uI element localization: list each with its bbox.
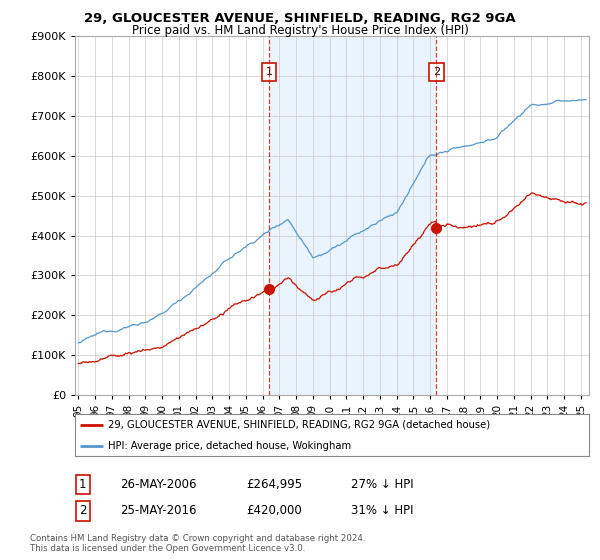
Text: £264,995: £264,995 bbox=[246, 478, 302, 491]
Bar bbox=[269, 36, 436, 395]
Text: 29, GLOUCESTER AVENUE, SHINFIELD, READING, RG2 9GA (detached house): 29, GLOUCESTER AVENUE, SHINFIELD, READIN… bbox=[109, 420, 491, 430]
Text: Contains HM Land Registry data © Crown copyright and database right 2024.
This d: Contains HM Land Registry data © Crown c… bbox=[30, 534, 365, 553]
Text: 25-MAY-2016: 25-MAY-2016 bbox=[120, 504, 197, 517]
Text: 26-MAY-2006: 26-MAY-2006 bbox=[120, 478, 197, 491]
Text: 1: 1 bbox=[265, 67, 272, 77]
Text: £420,000: £420,000 bbox=[246, 504, 302, 517]
Text: 1: 1 bbox=[79, 478, 86, 491]
Text: Price paid vs. HM Land Registry's House Price Index (HPI): Price paid vs. HM Land Registry's House … bbox=[131, 24, 469, 36]
Text: 2: 2 bbox=[79, 504, 86, 517]
Text: HPI: Average price, detached house, Wokingham: HPI: Average price, detached house, Woki… bbox=[109, 441, 352, 451]
Text: 29, GLOUCESTER AVENUE, SHINFIELD, READING, RG2 9GA: 29, GLOUCESTER AVENUE, SHINFIELD, READIN… bbox=[84, 12, 516, 25]
Text: 31% ↓ HPI: 31% ↓ HPI bbox=[351, 504, 413, 517]
Text: 27% ↓ HPI: 27% ↓ HPI bbox=[351, 478, 413, 491]
Text: 2: 2 bbox=[433, 67, 440, 77]
